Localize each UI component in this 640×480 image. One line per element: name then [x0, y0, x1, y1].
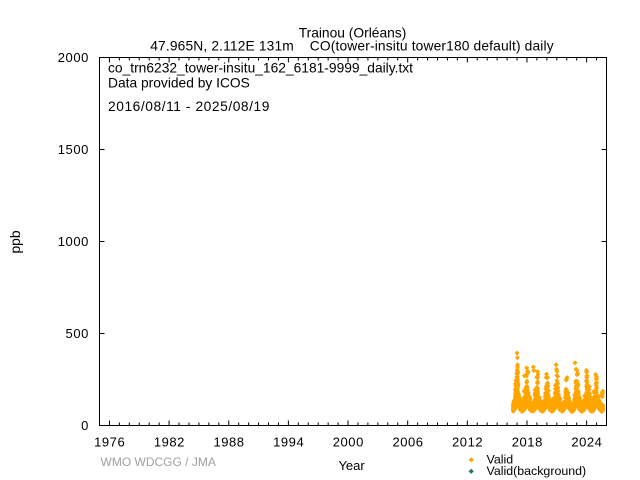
svg-text:2000: 2000 — [58, 50, 89, 65]
svg-text:Valid(background): Valid(background) — [487, 464, 587, 478]
svg-text:ppb: ppb — [8, 230, 23, 253]
svg-text:WMO WDCGG / JMA: WMO WDCGG / JMA — [101, 455, 216, 469]
svg-text:1988: 1988 — [213, 434, 244, 449]
svg-text:2006: 2006 — [392, 434, 423, 449]
svg-text:co_trn6232_tower-insitu_162_61: co_trn6232_tower-insitu_162_6181-9999_da… — [108, 61, 413, 76]
svg-text:1500: 1500 — [58, 142, 89, 157]
svg-text:1982: 1982 — [154, 434, 185, 449]
svg-text:2016/08/11 - 2025/08/19: 2016/08/11 - 2025/08/19 — [108, 99, 270, 114]
svg-text:Data provided by ICOS: Data provided by ICOS — [108, 76, 250, 91]
svg-text:Valid: Valid — [487, 453, 514, 467]
svg-text:0: 0 — [81, 418, 89, 433]
svg-text:1000: 1000 — [58, 234, 89, 249]
svg-text:Trainou (Orléans): Trainou (Orléans) — [299, 26, 407, 41]
svg-text:1976: 1976 — [94, 434, 125, 449]
svg-text:47.965N, 2.112E 131m CO(tow: 47.965N, 2.112E 131m CO(tower-insitu tow… — [150, 38, 554, 53]
svg-text:1994: 1994 — [273, 434, 304, 449]
svg-text:2018: 2018 — [512, 434, 543, 449]
svg-text:2024: 2024 — [571, 434, 602, 449]
svg-text:Year: Year — [338, 458, 365, 473]
svg-text:2000: 2000 — [333, 434, 364, 449]
svg-text:2012: 2012 — [452, 434, 483, 449]
svg-text:500: 500 — [66, 326, 89, 341]
